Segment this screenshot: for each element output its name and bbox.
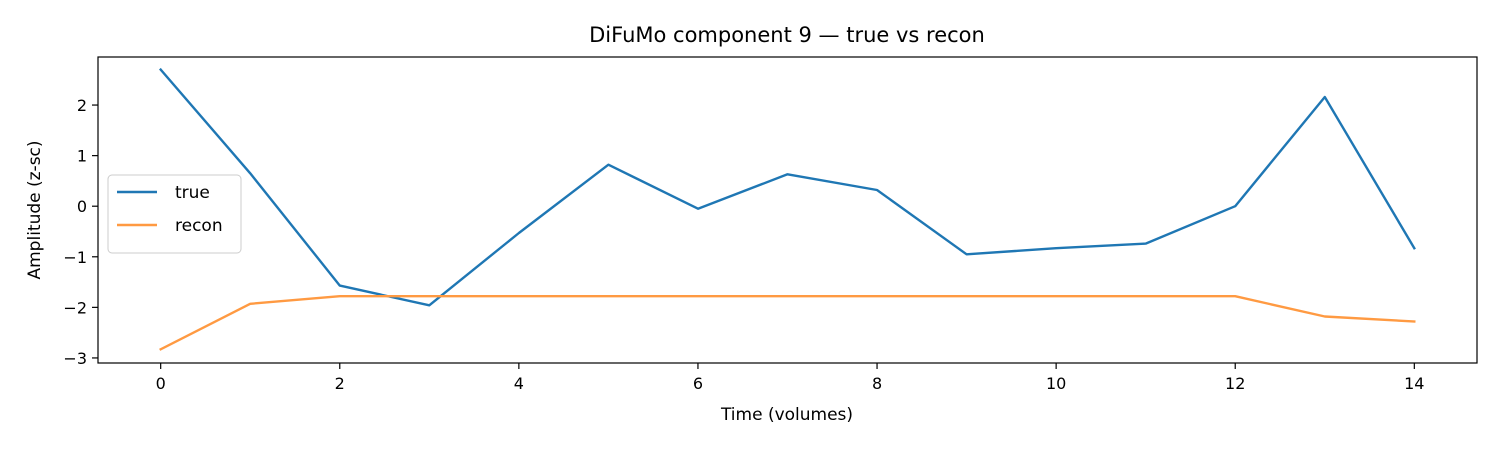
- y-tick-label: −1: [63, 248, 87, 267]
- y-axis-label: Amplitude (z-sc): [25, 140, 45, 279]
- x-tick-label: 10: [1046, 374, 1066, 393]
- x-tick-label: 8: [872, 374, 882, 393]
- y-tick-label: 1: [77, 147, 87, 166]
- y-tick-label: 2: [77, 96, 87, 115]
- y-tick-label: −2: [63, 298, 87, 317]
- plot-area: [159, 67, 1416, 351]
- legend-label-true: true: [175, 183, 210, 203]
- legend-label-recon: recon: [175, 216, 223, 236]
- legend-box: [107, 174, 242, 254]
- series-line-recon: [159, 295, 1416, 351]
- y-tick-label: 0: [77, 197, 87, 216]
- y-axis: 2 1 0 −1 −2 −3: [63, 96, 98, 368]
- y-tick-label: −3: [63, 349, 87, 368]
- axes-frame: [97, 56, 1478, 364]
- chart-title: DiFuMo component 9 — true vs recon: [589, 23, 985, 47]
- series-line-true: [159, 67, 1416, 307]
- x-axis: 0 2 4 6 8 10 12 14: [156, 363, 1424, 393]
- legend: true recon: [107, 174, 242, 254]
- x-tick-label: 0: [156, 374, 166, 393]
- x-axis-label: Time (volumes): [720, 405, 853, 425]
- x-tick-label: 12: [1225, 374, 1245, 393]
- x-tick-label: 2: [335, 374, 345, 393]
- x-tick-label: 6: [693, 374, 703, 393]
- x-tick-label: 14: [1404, 374, 1424, 393]
- x-tick-label: 4: [514, 374, 524, 393]
